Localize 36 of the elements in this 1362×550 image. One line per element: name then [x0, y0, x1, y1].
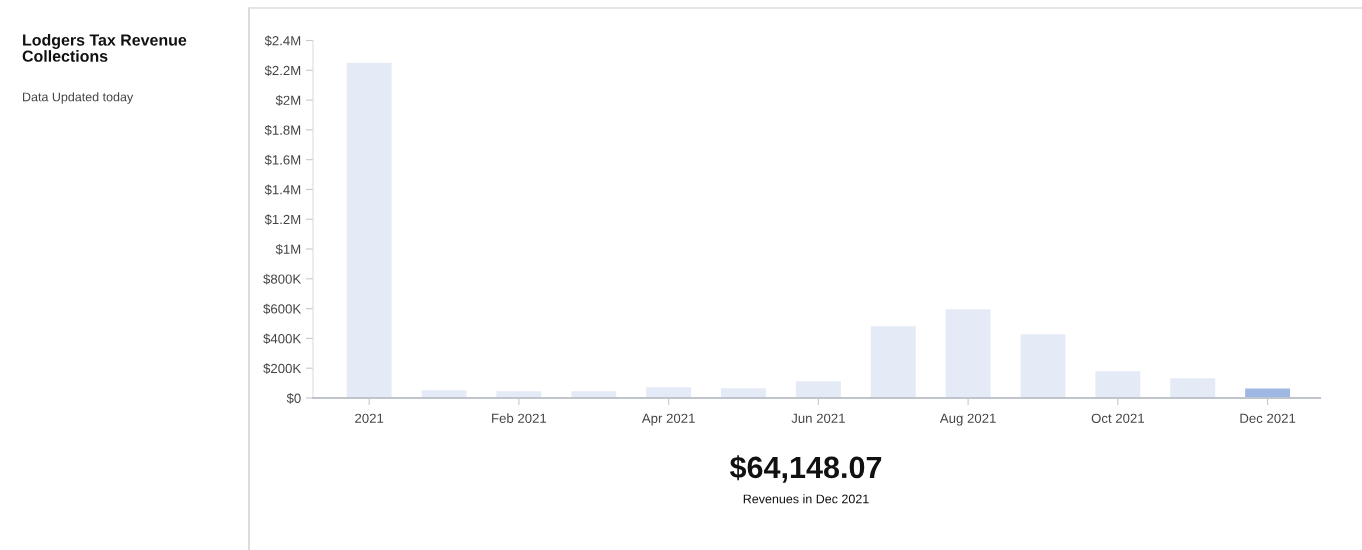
bar	[721, 388, 766, 398]
y-tick-label: $2.4M	[264, 35, 301, 47]
text: Revenues in Dec 2021	[743, 494, 869, 504]
x-tick-label: Dec 2021	[1240, 413, 1296, 423]
y-tick-label: $400K	[263, 333, 302, 345]
bar	[1170, 378, 1216, 398]
x-tick-label: Oct 2021	[1091, 413, 1144, 423]
y-tick-label: $800K	[263, 273, 302, 285]
y-tick-label: $600K	[263, 303, 302, 315]
text: $64,148.07	[729, 455, 882, 483]
y-tick-label: $2.2M	[264, 65, 301, 76]
text: Lodgers Tax Revenue Collections	[22, 34, 187, 62]
x-tick-label: Aug 2021	[939, 413, 996, 426]
y-tick-label: $2M	[275, 95, 301, 106]
y-tick-label: $1.8M	[264, 124, 301, 136]
x-tick-label: Jun 2021	[791, 413, 845, 423]
y-tick-label: $1.2M	[264, 214, 301, 225]
y-tick-label: $0	[286, 393, 301, 404]
bar	[1245, 388, 1291, 398]
bar	[870, 326, 916, 398]
bar	[571, 391, 617, 398]
y-tick-label: $1.6M	[264, 154, 301, 166]
y-tick-label: $1M	[275, 244, 301, 255]
text: Data Updated today	[23, 92, 134, 104]
y-tick-label: $200K	[263, 363, 302, 374]
x-tick-label: 2021	[355, 413, 384, 423]
bar	[346, 62, 392, 398]
x-tick-label: Apr 2021	[641, 413, 695, 426]
x-tick-label: Feb 2021	[492, 413, 547, 423]
bar	[1095, 371, 1141, 398]
y-tick-label: $1.4M	[264, 184, 301, 196]
bar	[795, 381, 841, 398]
bar	[646, 387, 692, 398]
bar	[1020, 334, 1066, 398]
bar	[496, 391, 542, 398]
bar	[945, 309, 991, 398]
